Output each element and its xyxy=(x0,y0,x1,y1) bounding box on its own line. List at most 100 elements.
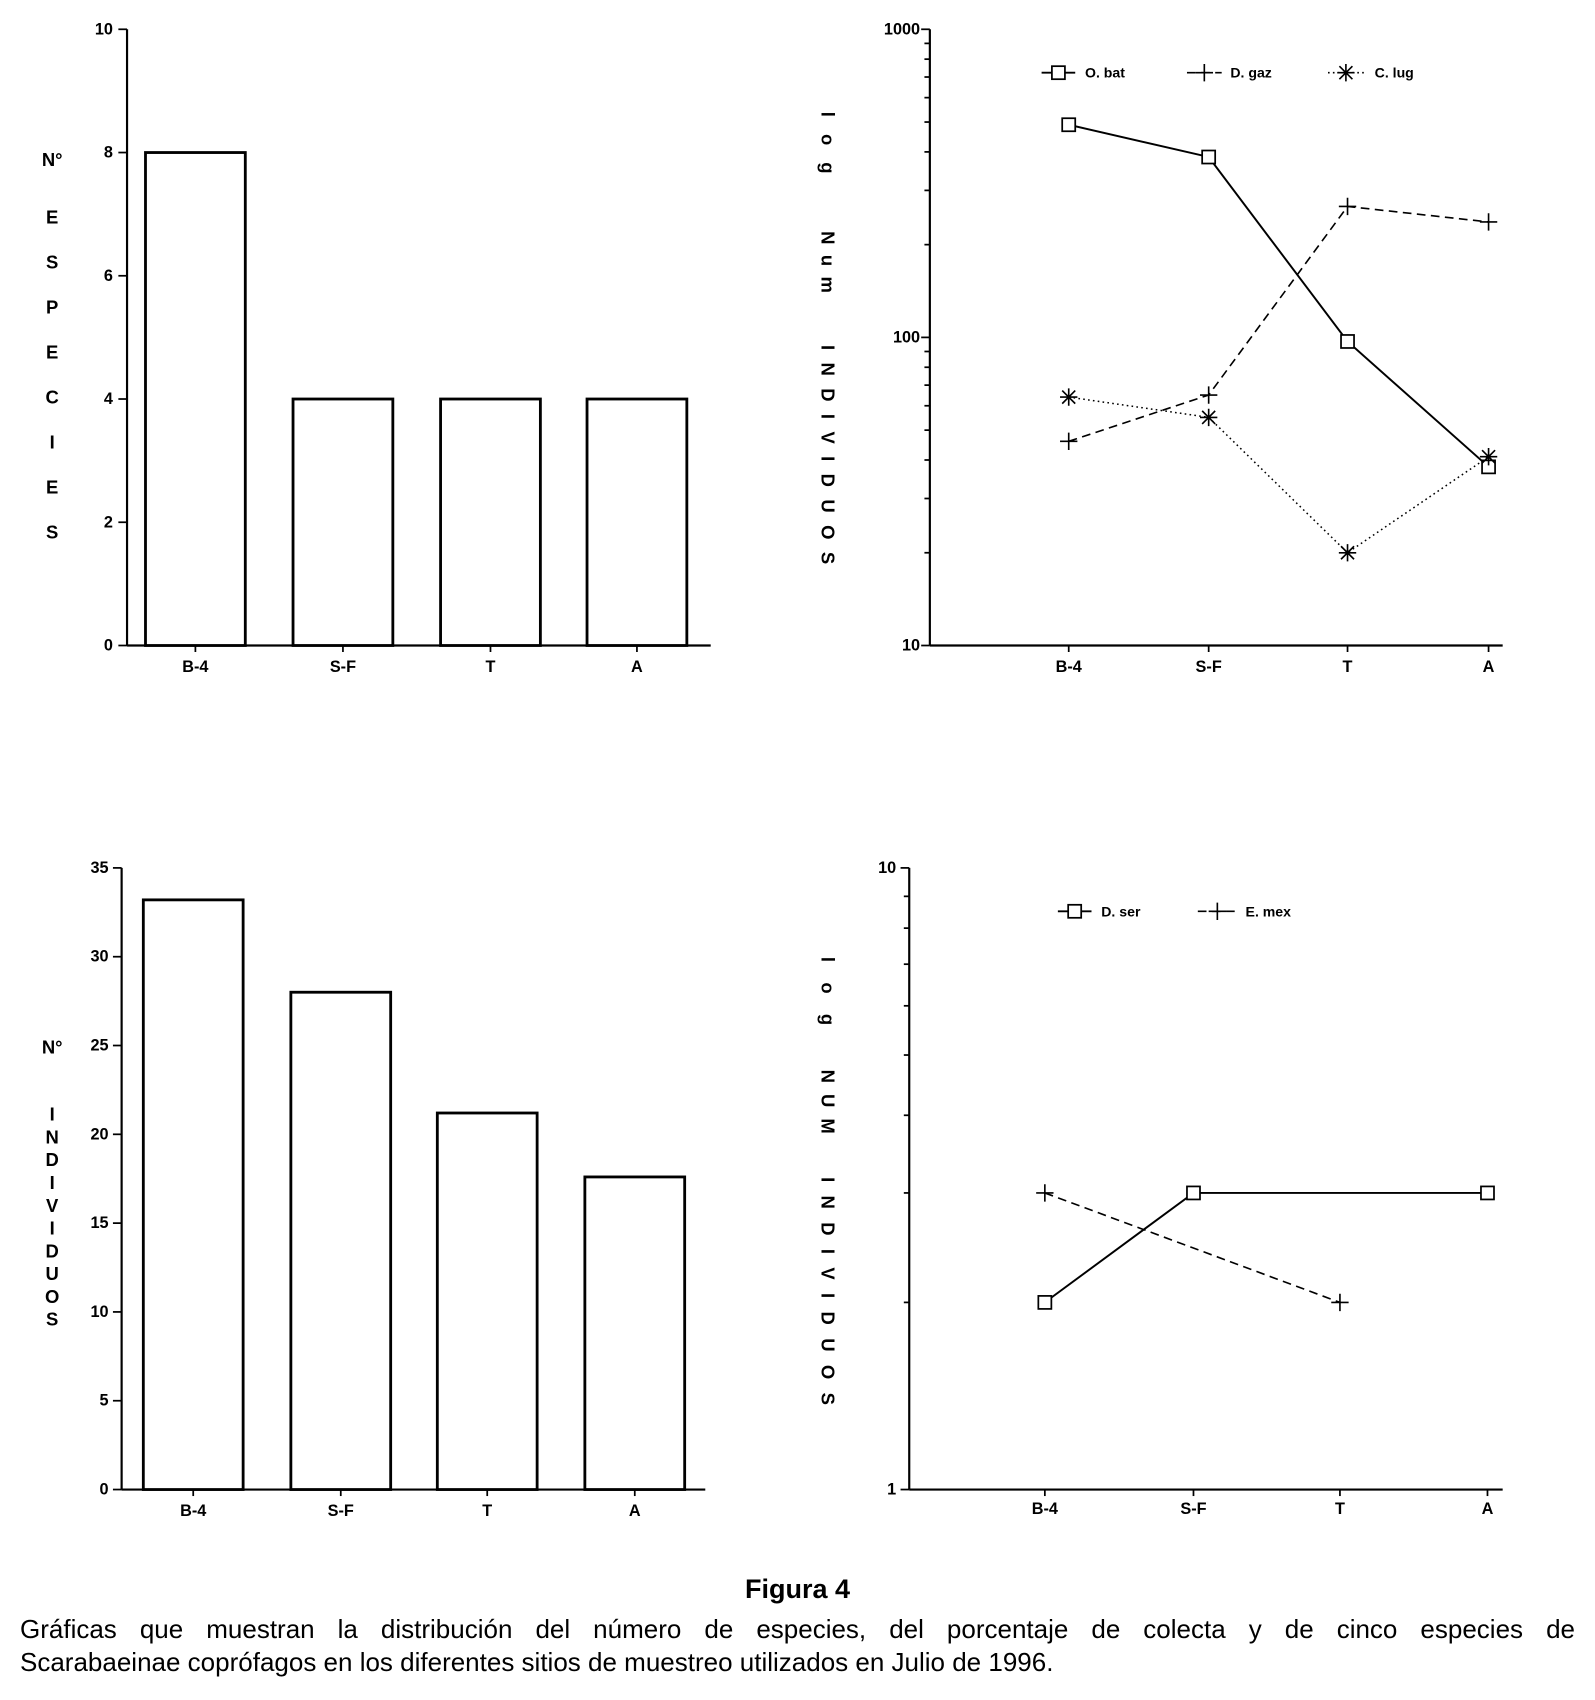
y-tick-label: 100 xyxy=(893,328,920,346)
x-tick-label-s-f: S-F xyxy=(328,1502,354,1520)
x-tick-label-a: A xyxy=(629,1502,641,1520)
plus-icon xyxy=(1338,197,1357,216)
y-axis-label-letter: S xyxy=(46,1309,58,1330)
series-line-d-ser xyxy=(1044,1191,1488,1304)
x-tick-label-b-4: B-4 xyxy=(182,658,208,676)
y-axis-label-word: Num xyxy=(817,231,838,293)
y-axis-label-letter: D xyxy=(46,1240,59,1261)
plus-icon xyxy=(1036,1184,1054,1202)
caption-line: Gráficas que muestran la distribución de… xyxy=(20,1614,1575,1644)
y-axis-label-letter: E xyxy=(46,206,58,227)
asterisk-icon xyxy=(1338,544,1357,562)
x-tick-label-b-4: B-4 xyxy=(1032,1500,1058,1518)
data-point-d-gaz-s-f xyxy=(1199,386,1218,404)
series-line-e-mex xyxy=(1044,1192,1341,1304)
y-axis-label-letter: D xyxy=(46,1149,59,1170)
chart-4: 1 10 B-4 S-F T A D. ser E. mex log NUM INDIVIDUOS xyxy=(817,859,1503,1518)
y-tick-label: 25 xyxy=(91,1037,109,1055)
data-point-d-ser-b-4 xyxy=(1037,1295,1053,1310)
y-axis-label-word: log xyxy=(817,112,838,174)
data-point-d-gaz-a xyxy=(1479,213,1498,231)
bar-t xyxy=(439,397,542,647)
bar-t xyxy=(435,1111,539,1491)
legend-marker xyxy=(1195,64,1214,82)
data-point-c-lug-b-4 xyxy=(1060,388,1078,406)
x-tick-label-t: T xyxy=(486,658,496,676)
square-icon xyxy=(1480,1185,1495,1201)
x-tick-label-s-f: S-F xyxy=(1196,658,1222,676)
bar-b-4 xyxy=(141,898,245,1491)
data-point-d-gaz-b-4 xyxy=(1060,432,1078,450)
y-axis-label-letter: I xyxy=(50,432,55,453)
legend-label: E. mex xyxy=(1246,903,1292,919)
data-point-c-lug-t xyxy=(1338,544,1357,562)
y-axis-label-letter: S xyxy=(46,251,58,272)
y-axis-label-word: INDIVIDUOS xyxy=(817,345,838,564)
chart-2: 10 100 1000 B-4 S-F T A O. bat D. gaz C. lug log Nu… xyxy=(817,20,1503,676)
y-tick-label: 2 xyxy=(104,513,113,531)
bar-a xyxy=(585,397,689,647)
bar-a xyxy=(583,1175,687,1491)
data-point-o-bat-t xyxy=(1340,334,1355,349)
series-line-c-lug xyxy=(1068,396,1489,554)
y-axis-label-letter: I xyxy=(50,1172,55,1193)
legend-marker xyxy=(1067,903,1083,919)
bar-s-f xyxy=(289,990,393,1491)
y-tick-label: 6 xyxy=(104,267,113,285)
y-axis-label-letter: E xyxy=(46,342,58,363)
square-icon xyxy=(1051,65,1066,81)
y-tick-label: 30 xyxy=(91,948,109,966)
y-axis-label-prefix: N° xyxy=(42,149,63,170)
y-axis-label-word: INDIVIDUOS xyxy=(817,1177,838,1405)
chart-1: 0 2 4 6 8 10 B-4 S-F T A N° E S P E C I E S xyxy=(42,20,711,676)
legend-item-d-ser: D. ser xyxy=(1057,903,1141,919)
caption-line: Scarabaeinae coprófagos en los diferente… xyxy=(20,1647,1054,1677)
x-tick-label-s-f: S-F xyxy=(1180,1500,1206,1518)
data-point-o-bat-s-f xyxy=(1201,149,1217,165)
series-line-d-gaz xyxy=(1068,205,1489,443)
y-tick-label: 10 xyxy=(95,20,113,38)
y-tick-label: 8 xyxy=(104,144,113,162)
legend-label: C. lug xyxy=(1375,65,1414,81)
y-axis-label-letter: V xyxy=(46,1195,59,1216)
legend-item-e-mex: E. mex xyxy=(1197,902,1292,920)
data-point-d-gaz-t xyxy=(1338,197,1357,216)
y-axis-label-prefix: N° xyxy=(42,1036,63,1057)
y-tick-label: 0 xyxy=(104,637,113,655)
y-tick-label: 10 xyxy=(902,637,920,655)
plus-icon xyxy=(1195,64,1214,82)
data-point-d-ser-a xyxy=(1480,1185,1495,1201)
y-axis-label-letter: S xyxy=(46,522,58,543)
legend-label: D. ser xyxy=(1101,903,1141,919)
plus-icon xyxy=(1060,432,1078,450)
square-icon xyxy=(1186,1185,1201,1201)
bar-s-f xyxy=(291,397,395,647)
legend-label: O. bat xyxy=(1085,65,1125,81)
y-tick-label: 1000 xyxy=(884,20,920,38)
data-point-e-mex-b-4 xyxy=(1036,1184,1054,1202)
y-axis-label-letter: U xyxy=(46,1263,59,1284)
legend-marker xyxy=(1051,65,1066,81)
asterisk-icon xyxy=(1479,448,1498,466)
square-icon xyxy=(1067,903,1083,919)
legend-item-o-bat: O. bat xyxy=(1041,65,1125,81)
plus-icon xyxy=(1331,1293,1349,1312)
plus-icon xyxy=(1208,902,1227,920)
y-axis-label-word: NUM xyxy=(817,1070,838,1134)
data-point-o-bat-b-4 xyxy=(1061,117,1077,133)
y-axis-label-letter: I xyxy=(50,1218,55,1239)
y-axis-label-letter: E xyxy=(46,477,58,498)
square-icon xyxy=(1201,149,1217,165)
y-axis-label-letter: I xyxy=(50,1104,55,1125)
y-tick-label: 5 xyxy=(100,1392,109,1410)
legend-marker xyxy=(1208,902,1227,920)
legend-item-c-lug: C. lug xyxy=(1328,64,1414,82)
y-tick-label: 10 xyxy=(878,859,896,877)
x-tick-label-b-4: B-4 xyxy=(1056,658,1082,676)
y-tick-label: 1 xyxy=(887,1481,896,1499)
y-tick-label: 20 xyxy=(91,1125,109,1143)
square-icon xyxy=(1061,117,1077,133)
bar-b-4 xyxy=(144,151,247,647)
y-axis-label-letter: C xyxy=(46,387,59,408)
